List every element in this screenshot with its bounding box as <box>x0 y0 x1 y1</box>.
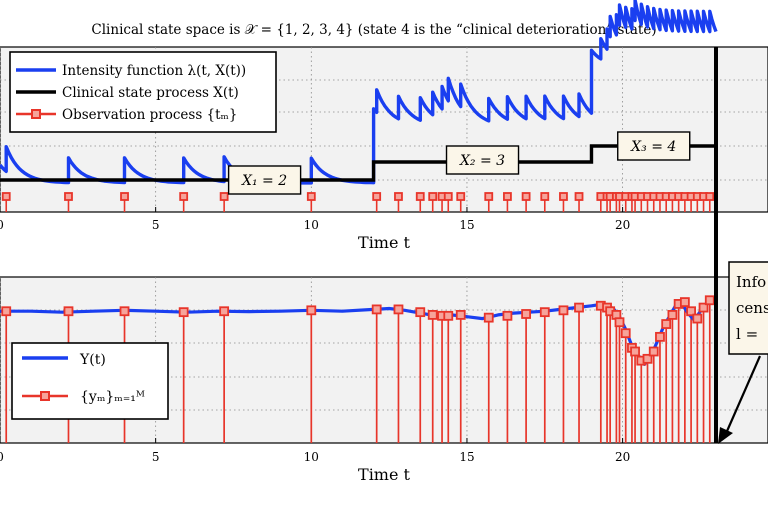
legend-observation-label: Observation process {tₘ} <box>62 107 237 123</box>
state-label: X₂ = 3 <box>459 153 505 169</box>
sample-marker <box>574 302 584 313</box>
legend-samples-marker <box>40 391 50 401</box>
samples-series <box>5 300 711 443</box>
state-label-box <box>227 165 302 195</box>
legend-top: Intensity function λ(t, X(t)) Clinical s… <box>9 51 277 133</box>
state-label: X₁ = 2 <box>241 173 287 189</box>
sample-marker <box>502 310 513 321</box>
sample-marker <box>443 310 454 321</box>
observation-marker <box>1 192 11 201</box>
figure-title: Clinical state space is 𝒳 = {1, 2, 3, 4}… <box>91 22 656 38</box>
state-labels: X₁ = 2 X₂ = 3 X₃ = 4 <box>227 131 691 195</box>
observation-marker <box>415 192 425 201</box>
sample-marker <box>219 306 230 317</box>
sample-marker <box>620 328 631 339</box>
observation-marker <box>219 192 229 201</box>
sample-marker <box>661 319 672 329</box>
observation-marker <box>428 192 438 201</box>
x-tick-label: 15 <box>459 218 474 232</box>
sample-marker <box>393 304 404 315</box>
x-tick-label: 10 <box>304 450 319 464</box>
sample-marker <box>679 297 690 307</box>
state-label-box <box>445 145 520 175</box>
observation-marker <box>574 192 584 201</box>
sample-marker <box>539 307 550 318</box>
annotation-line-2: cens <box>736 299 768 317</box>
annotation-line-3: l = <box>736 325 758 343</box>
sample-marker <box>371 304 382 315</box>
x-tick-label: 0 <box>0 450 4 464</box>
legend-bottom-box <box>11 342 169 420</box>
observation-marker <box>179 192 189 201</box>
sample-marker <box>558 305 569 316</box>
grid-bottom <box>0 277 768 443</box>
annotation-arrow-shaft <box>722 355 762 439</box>
sample-marker <box>119 306 130 317</box>
observation-marker <box>394 192 403 201</box>
sample-marker <box>614 317 625 328</box>
annotation-box-frame <box>728 261 768 355</box>
x-tick-label: 0 <box>0 218 4 232</box>
observation-marker <box>559 192 568 201</box>
x-tick-label: 5 <box>152 218 160 232</box>
sample-marker <box>415 307 426 318</box>
grid-top <box>0 47 768 212</box>
x-tick-label: 10 <box>304 218 319 232</box>
x-ticks-bottom: 0 5 10 15 20 <box>0 438 630 464</box>
sample-marker <box>630 346 640 357</box>
sample-marker <box>704 295 715 306</box>
legend-observation-marker <box>31 109 41 119</box>
sample-marker <box>455 309 466 320</box>
sample-marker <box>483 312 494 323</box>
sample-marker <box>306 305 317 316</box>
sample-marker <box>655 331 665 342</box>
legend-bottom: Y(t) {yₘ}ₘ₌₁ᴹ <box>11 342 169 420</box>
observation-marker <box>521 192 531 201</box>
annotation-box: Info cens l = <box>728 261 768 355</box>
sample-marker <box>1 306 12 317</box>
x-tick-label: 15 <box>459 450 474 464</box>
panel-bottom: 0 5 10 15 20 Y(t) {yₘ}ₘ₌₁ᴹ Time t <box>0 276 768 484</box>
x-tick-label: 20 <box>615 218 630 232</box>
observation-marker <box>443 192 453 201</box>
sample-marker <box>698 302 709 313</box>
annotation-line-1: Info <box>736 273 766 291</box>
sample-marker <box>521 309 532 319</box>
observation-marker <box>306 192 316 201</box>
observation-marker <box>372 192 382 201</box>
observation-marker <box>456 192 466 201</box>
annotation-arrow-head <box>718 427 733 444</box>
sample-markers <box>1 295 715 366</box>
x-axis-label-top: Time t <box>358 233 411 252</box>
x-tick-label: 20 <box>615 450 630 464</box>
sample-marker <box>642 353 653 364</box>
sample-marker <box>427 309 438 320</box>
intensity-series <box>0 0 718 185</box>
legend-samples-label: {yₘ}ₘ₌₁ᴹ <box>80 389 145 405</box>
sample-marker <box>648 346 659 357</box>
x-tick-label: 5 <box>152 450 160 464</box>
state-label-box <box>617 131 691 161</box>
legend-y-label: Y(t) <box>79 352 106 368</box>
sample-marker <box>63 306 74 317</box>
legend-state-label: Clinical state process X(t) <box>62 85 239 101</box>
panel-top: 0 5 10 15 20 X₁ = 2 X₂ = 3 X₃ = 4 Intensity fu… <box>0 0 768 252</box>
legend-intensity-label: Intensity function λ(t, X(t)) <box>62 63 246 79</box>
state-label: X₃ = 4 <box>630 139 676 155</box>
x-axis-label-bottom: Time t <box>358 465 411 484</box>
observation-marker <box>64 192 73 201</box>
observation-marker <box>120 192 129 201</box>
sample-marker <box>667 309 678 320</box>
sample-marker <box>178 307 189 318</box>
observation-marker <box>540 192 550 201</box>
observation-marker <box>705 192 715 201</box>
observation-marker <box>503 192 512 201</box>
observation-marker <box>484 192 494 201</box>
observation-process-series <box>1 192 715 212</box>
sample-marker <box>692 313 703 324</box>
sample-marker <box>686 306 696 317</box>
